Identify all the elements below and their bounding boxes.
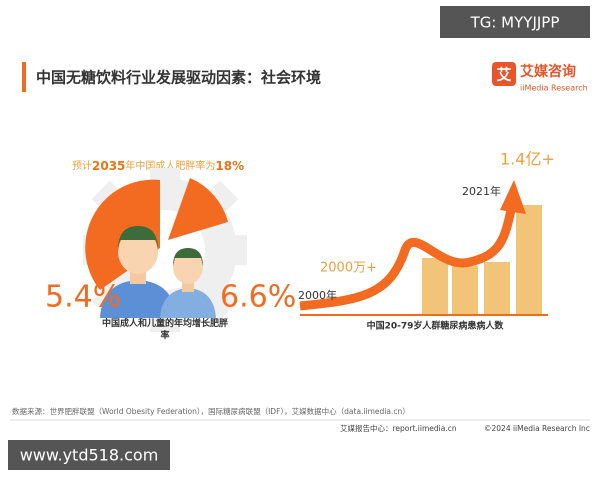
logo-icon: 艾 <box>496 66 511 84</box>
watermark: TG: MYYJJPP <box>470 14 560 32</box>
right-value: 6.6% <box>220 280 296 315</box>
person-right <box>160 248 216 318</box>
logo-name: 艾媒咨询 <box>520 63 576 80</box>
forecast-rate: 18% <box>215 159 244 173</box>
left-caption-box: 中国成人和儿童的年均增长肥胖率 <box>101 319 228 341</box>
left-caption: 中国成人和儿童的年均增长肥胖率 <box>101 319 228 341</box>
growth-arrow <box>299 204 517 311</box>
watermark: www.ytd518.com <box>20 446 159 465</box>
right-caption: 中国20-79岁人群糖尿病患病人数 <box>367 320 505 332</box>
bottom-year: 2000年 <box>298 288 337 302</box>
footer-site: 艾媒报告中心：report.iimedia.cn <box>340 423 457 433</box>
top-year: 2021年 <box>462 184 501 198</box>
watermark-box <box>8 440 170 470</box>
arrow-head <box>500 180 526 214</box>
logo-icon-box <box>492 62 516 86</box>
person-left <box>100 226 176 318</box>
forecast-year: 2035 <box>92 159 125 173</box>
bars <box>422 205 542 315</box>
source: 数据来源：世界肥胖联盟（World Obesity Federation），国际… <box>12 406 410 416</box>
title-accent <box>22 62 26 92</box>
forecast: 预计2035年中国成人肥胖率为18% <box>72 159 244 173</box>
title: 中国无糖饮料行业发展驱动因素：社会环境 <box>36 69 321 87</box>
watermark-box <box>440 6 590 38</box>
forecast-part: 预计 <box>72 159 92 172</box>
top-value: 1.4亿+ <box>500 150 555 169</box>
forecast-part: 年中国成人肥胖率为 <box>125 159 215 172</box>
footer-copyright: ©2024 iiMedia Research Inc <box>484 424 590 433</box>
pie-wedge <box>168 178 228 240</box>
bottom-value: 2000万+ <box>320 261 377 276</box>
left-value: 5.4% <box>45 280 121 315</box>
logo-sub: iiMedia Research <box>520 84 588 93</box>
